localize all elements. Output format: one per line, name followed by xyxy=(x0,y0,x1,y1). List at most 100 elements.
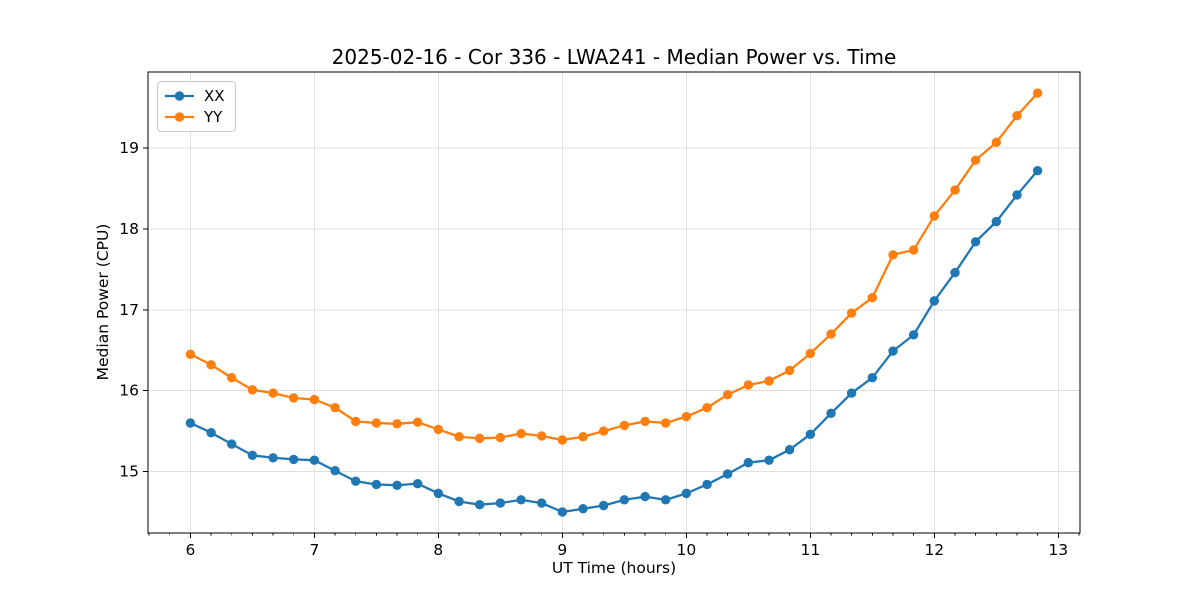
chart-title: 2025-02-16 - Cor 336 - LWA241 - Median P… xyxy=(331,45,897,69)
data-point-xx xyxy=(640,491,650,502)
data-point-yy xyxy=(288,393,299,403)
y-tick-label: 18 xyxy=(119,220,139,238)
x-tick-label: 11 xyxy=(800,541,820,559)
data-point-xx xyxy=(454,496,464,507)
data-point-xx xyxy=(846,388,857,398)
data-point-xx xyxy=(578,504,588,514)
data-point-yy xyxy=(764,376,774,386)
data-point-yy xyxy=(557,435,568,445)
legend-label-xx: XX xyxy=(204,87,225,105)
data-point-xx xyxy=(350,476,361,486)
data-point-yy xyxy=(226,373,237,383)
data-point-xx xyxy=(991,216,1002,227)
data-point-xx xyxy=(516,495,526,505)
data-point-yy xyxy=(640,416,650,427)
data-point-yy xyxy=(206,360,216,370)
data-point-xx xyxy=(557,507,568,517)
data-point-yy xyxy=(268,388,278,398)
y-tick-label: 15 xyxy=(119,463,139,481)
data-point-xx xyxy=(619,495,630,505)
data-point-xx xyxy=(433,488,444,499)
data-point-yy xyxy=(805,348,816,359)
data-point-yy xyxy=(929,211,940,221)
data-point-xx xyxy=(309,455,320,465)
data-point-yy xyxy=(330,402,340,413)
data-point-xx xyxy=(185,418,196,428)
data-point-yy xyxy=(826,329,836,339)
data-point-xx xyxy=(247,450,258,461)
data-point-xx xyxy=(536,498,547,508)
data-point-xx xyxy=(412,478,423,489)
legend-item-yy: YY xyxy=(164,107,225,127)
data-point-xx xyxy=(1032,165,1043,176)
data-point-yy xyxy=(991,137,1002,148)
data-point-yy xyxy=(392,419,402,429)
x-tick-label: 12 xyxy=(924,541,944,559)
x-tick-label: 9 xyxy=(557,541,567,559)
data-point-yy xyxy=(743,380,754,390)
data-point-yy xyxy=(908,245,919,255)
data-point-xx xyxy=(702,479,712,490)
data-point-xx xyxy=(392,480,402,490)
x-tick-label: 6 xyxy=(185,541,195,559)
y-tick-label: 16 xyxy=(119,382,139,400)
data-point-yy xyxy=(846,308,857,318)
plot-border xyxy=(147,71,1081,534)
data-point-yy xyxy=(433,424,444,435)
data-point-yy xyxy=(412,417,423,427)
data-point-yy xyxy=(784,365,795,376)
data-point-yy xyxy=(474,433,485,444)
data-point-xx xyxy=(764,455,774,465)
data-point-yy xyxy=(619,420,630,431)
data-point-yy xyxy=(702,402,712,413)
x-tick-label: 13 xyxy=(1048,541,1068,559)
data-point-xx xyxy=(722,469,733,479)
x-tick-label: 8 xyxy=(433,541,443,559)
data-point-yy xyxy=(495,432,506,443)
data-point-xx xyxy=(598,500,609,511)
legend-item-xx: XX xyxy=(164,86,225,106)
x-tick-label: 10 xyxy=(676,541,696,559)
data-point-yy xyxy=(516,428,526,439)
data-point-xx xyxy=(268,453,278,463)
data-point-yy xyxy=(660,418,671,428)
data-point-xx xyxy=(330,466,340,476)
data-point-xx xyxy=(660,495,671,505)
data-point-xx xyxy=(371,479,382,490)
data-point-xx xyxy=(888,346,898,356)
data-point-xx xyxy=(784,444,795,455)
series-line-yy xyxy=(189,91,1039,442)
data-point-yy xyxy=(598,426,609,436)
y-tick-label: 17 xyxy=(119,301,139,319)
data-point-yy xyxy=(722,390,733,400)
legend-line-marker-icon xyxy=(165,112,194,122)
data-point-xx xyxy=(929,296,940,306)
data-point-xx xyxy=(867,373,878,383)
data-point-yy xyxy=(185,349,196,359)
data-point-xx xyxy=(681,488,692,499)
data-point-yy xyxy=(867,292,878,303)
data-point-xx xyxy=(1012,190,1022,200)
data-point-xx xyxy=(495,498,506,508)
legend-line-marker-icon xyxy=(165,91,194,101)
data-point-xx xyxy=(474,499,485,510)
y-tick-label: 19 xyxy=(119,139,139,157)
data-point-yy xyxy=(454,432,464,442)
data-point-yy xyxy=(350,416,361,427)
data-point-yy xyxy=(371,418,382,428)
data-point-xx xyxy=(908,330,919,340)
x-axis-label: UT Time (hours) xyxy=(551,559,677,577)
data-point-yy xyxy=(970,155,981,165)
data-point-yy xyxy=(247,385,258,395)
data-point-yy xyxy=(536,431,547,441)
legend-label-yy: YY xyxy=(204,108,223,126)
x-tick-label: 7 xyxy=(309,541,319,559)
data-point-xx xyxy=(970,237,981,247)
data-point-yy xyxy=(1012,110,1022,121)
data-point-yy xyxy=(888,250,898,260)
data-point-yy xyxy=(681,411,692,422)
legend: XX YY xyxy=(157,81,236,132)
data-point-xx xyxy=(288,454,299,465)
